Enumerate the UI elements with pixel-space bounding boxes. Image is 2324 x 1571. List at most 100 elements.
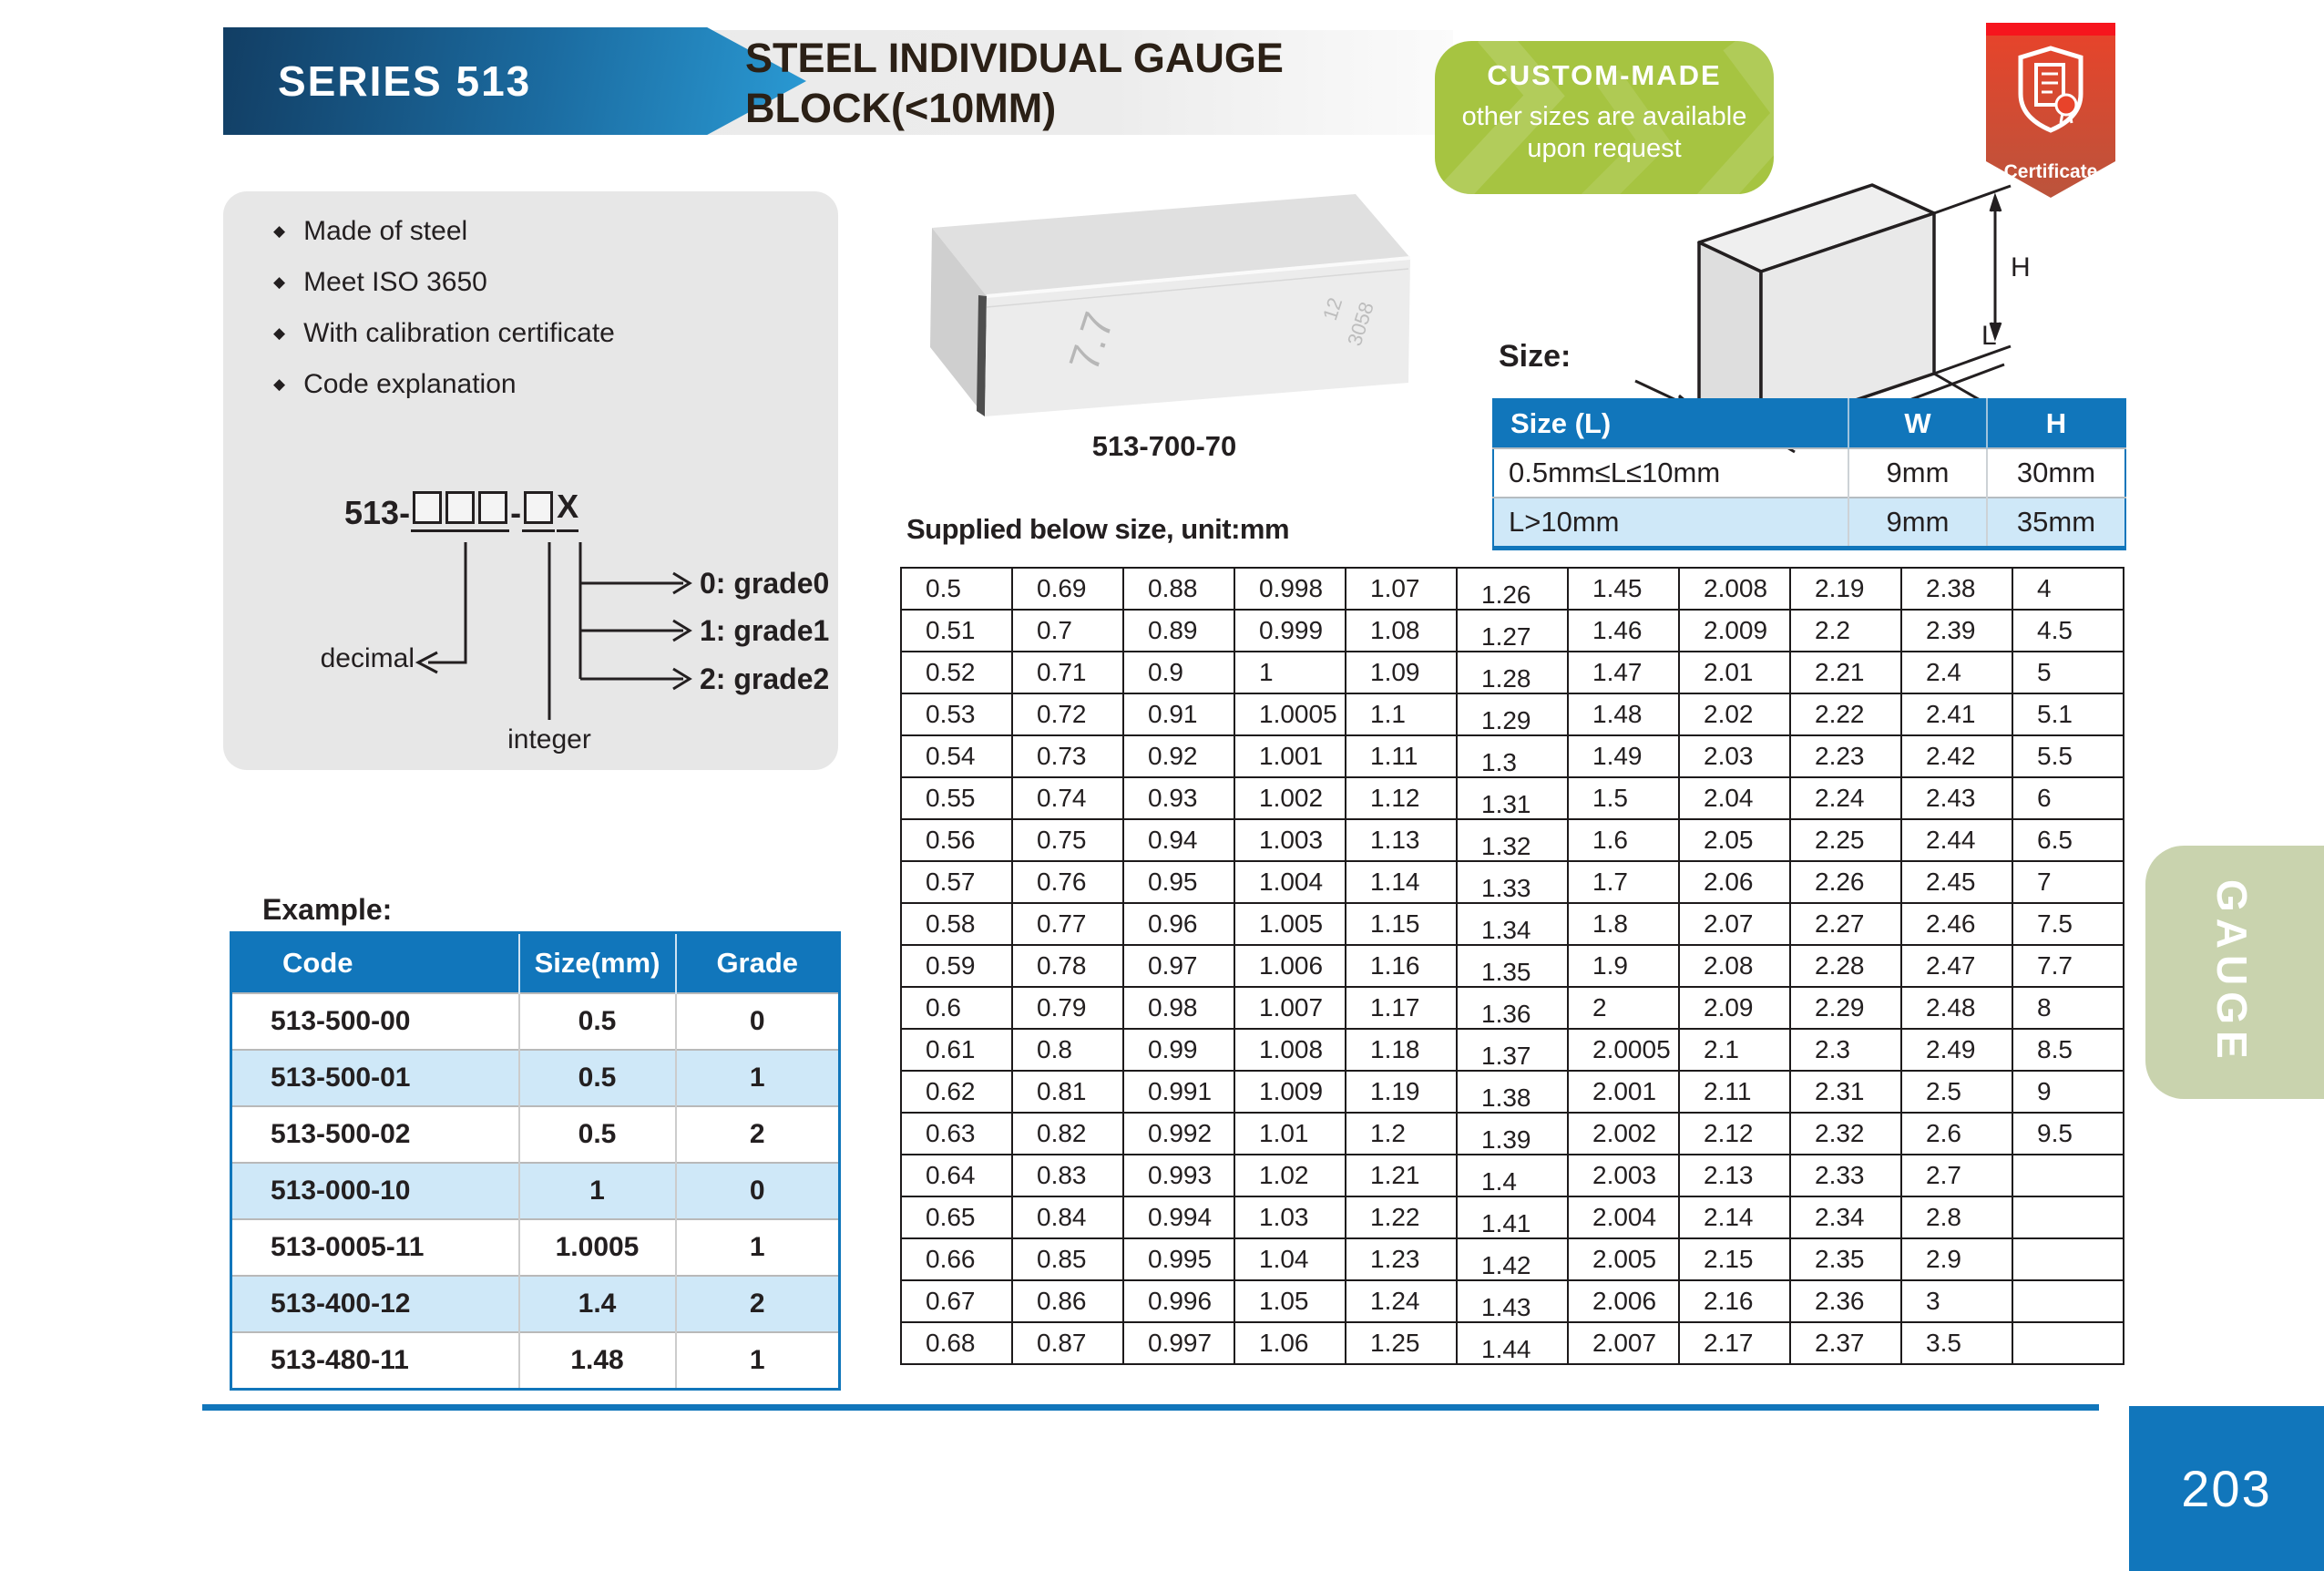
diamond-bullet-icon: ◆ xyxy=(273,375,286,393)
supplied-cell: 0.996 xyxy=(1122,1279,1235,1323)
supplied-cell: 0.95 xyxy=(1122,860,1235,904)
custom-made-line1: other sizes are available xyxy=(1461,102,1747,131)
supplied-value: 2.46 xyxy=(1926,909,1976,938)
supplied-cell: 1.06 xyxy=(1234,1321,1346,1365)
feature-item: ◆ With calibration certificate xyxy=(273,318,615,348)
supplied-value: 2.15 xyxy=(1704,1245,1754,1273)
supplied-value: 2.01 xyxy=(1704,658,1754,686)
size-table-row: L>10mm 9mm 35mm xyxy=(1493,497,2125,549)
supplied-value: 1.14 xyxy=(1370,868,1420,896)
supplied-value: 0.71 xyxy=(1037,658,1087,686)
diamond-bullet-icon: ◆ xyxy=(273,273,286,291)
supplied-value: 2.06 xyxy=(1704,868,1754,896)
supplied-value: 0.92 xyxy=(1148,742,1198,770)
supplied-cell: 1.28 xyxy=(1456,651,1569,694)
supplied-cell: 2.28 xyxy=(1789,944,1902,988)
supplied-cell: 1.46 xyxy=(1567,609,1680,652)
example-cell: 0.5 xyxy=(518,992,677,1050)
supplied-value: 0.89 xyxy=(1148,616,1198,644)
supplied-cell: 7.7 xyxy=(2012,944,2124,988)
example-row: 513-500-02 0.5 2 xyxy=(230,1105,840,1163)
supplied-cell: 1.43 xyxy=(1456,1279,1569,1323)
example-code-cell: 513-500-00 xyxy=(230,992,520,1050)
supplied-row: 0.67 0.86 0.996 1.05 1.24 1.43 2.006 2.16 2.36 3 xyxy=(900,1279,2124,1323)
supplied-cell: 0.99 xyxy=(1122,1028,1235,1072)
supplied-cell: 1.14 xyxy=(1345,860,1458,904)
supplied-cell: 1.42 xyxy=(1456,1237,1569,1281)
section-tab-gauge: GAUGE xyxy=(2145,846,2324,1099)
supplied-value: 2.38 xyxy=(1926,574,1976,602)
supplied-cell: 0.69 xyxy=(1011,567,1124,611)
supplied-cell: 1.48 xyxy=(1567,693,1680,736)
supplied-row: 0.59 0.78 0.97 1.006 1.16 1.35 1.9 2.08 2.28 2.47… xyxy=(900,944,2124,988)
code-separator: - xyxy=(510,494,522,531)
supplied-cell: 8 xyxy=(2012,986,2124,1030)
supplied-cell: 0.64 xyxy=(900,1154,1013,1197)
size-table-row: 0.5mm≤L≤10mm 9mm 30mm xyxy=(1493,447,2125,498)
supplied-cell: 0.84 xyxy=(1011,1196,1124,1239)
supplied-value: 1.35 xyxy=(1481,958,1531,986)
supplied-value: 2.04 xyxy=(1704,784,1754,812)
supplied-cell: 2.21 xyxy=(1789,651,1902,694)
example-cell: 1 xyxy=(675,1049,840,1106)
supplied-cell: 1.27 xyxy=(1456,609,1569,652)
supplied-value: 1.001 xyxy=(1259,742,1324,770)
supplied-value: 0.67 xyxy=(926,1287,976,1315)
supplied-cell: 0.86 xyxy=(1011,1279,1124,1323)
supplied-value: 1.21 xyxy=(1370,1161,1420,1189)
supplied-value: 1.16 xyxy=(1370,951,1420,980)
supplied-cell: 0.79 xyxy=(1011,986,1124,1030)
supplied-value: 0.999 xyxy=(1259,616,1324,644)
supplied-value: 2.31 xyxy=(1815,1077,1865,1105)
supplied-cell: 2.19 xyxy=(1789,567,1902,611)
supplied-value: 2.1 xyxy=(1704,1035,1739,1063)
decimal-label: decimal xyxy=(320,643,415,673)
supplied-value: 1.03 xyxy=(1259,1203,1309,1231)
supplied-value: 2.02 xyxy=(1704,700,1754,728)
supplied-value: 2.17 xyxy=(1704,1329,1754,1357)
supplied-cell: 2.007 xyxy=(1567,1321,1680,1365)
supplied-value: 0.56 xyxy=(926,826,976,854)
supplied-value: 1.13 xyxy=(1370,826,1420,854)
supplied-value: 1.39 xyxy=(1481,1125,1531,1154)
supplied-cell: 1.17 xyxy=(1345,986,1458,1030)
supplied-value: 1.22 xyxy=(1370,1203,1420,1231)
supplied-value: 1.005 xyxy=(1259,909,1324,938)
supplied-value: 1.1 xyxy=(1370,700,1406,728)
supplied-row: 0.68 0.87 0.997 1.06 1.25 1.44 2.007 2.17 2.37 3.… xyxy=(900,1321,2124,1365)
supplied-value: 0.52 xyxy=(926,658,976,686)
supplied-value: 2.27 xyxy=(1815,909,1865,938)
feature-text: With calibration certificate xyxy=(303,318,615,348)
supplied-cell: 1.49 xyxy=(1567,734,1680,778)
supplied-value: 2.33 xyxy=(1815,1161,1865,1189)
supplied-cell: 0.71 xyxy=(1011,651,1124,694)
supplied-cell: 0.88 xyxy=(1122,567,1235,611)
supplied-cell: 1.35 xyxy=(1456,944,1569,988)
supplied-cell: 0.5 xyxy=(900,567,1013,611)
supplied-cell: 2.004 xyxy=(1567,1196,1680,1239)
supplied-value: 0.94 xyxy=(1148,826,1198,854)
supplied-value: 2.29 xyxy=(1815,993,1865,1022)
supplied-cell: 2.48 xyxy=(1900,986,2013,1030)
supplied-cell: 0.998 xyxy=(1234,567,1346,611)
example-cell: 0.5 xyxy=(518,1105,677,1163)
supplied-cell: 2.06 xyxy=(1678,860,1791,904)
supplied-value: 2.7 xyxy=(1926,1161,1961,1189)
size-diagram: W L H xyxy=(1634,183,2031,454)
supplied-value: 2.44 xyxy=(1926,826,1976,854)
example-table-header: Code Size(mm) Grade xyxy=(230,932,840,993)
example-code-cell: 513-0005-11 xyxy=(230,1218,520,1276)
example-row: 513-500-01 0.5 1 xyxy=(230,1049,840,1106)
supplied-cell: 2.09 xyxy=(1678,986,1791,1030)
supplied-value: 2.12 xyxy=(1704,1119,1754,1147)
supplied-value: 1.17 xyxy=(1370,993,1420,1022)
supplied-value: 1.006 xyxy=(1259,951,1324,980)
supplied-value: 2 xyxy=(1592,993,1607,1022)
supplied-value: 2.07 xyxy=(1704,909,1754,938)
supplied-cell: 1.004 xyxy=(1234,860,1346,904)
example-cell: 1.48 xyxy=(518,1331,677,1390)
supplied-row: 0.64 0.83 0.993 1.02 1.21 1.4 2.003 2.13 2.33 2.7 xyxy=(900,1154,2124,1197)
supplied-cell: 1.09 xyxy=(1345,651,1458,694)
supplied-cell: 1.36 xyxy=(1456,986,1569,1030)
supplied-value: 2.005 xyxy=(1592,1245,1657,1273)
